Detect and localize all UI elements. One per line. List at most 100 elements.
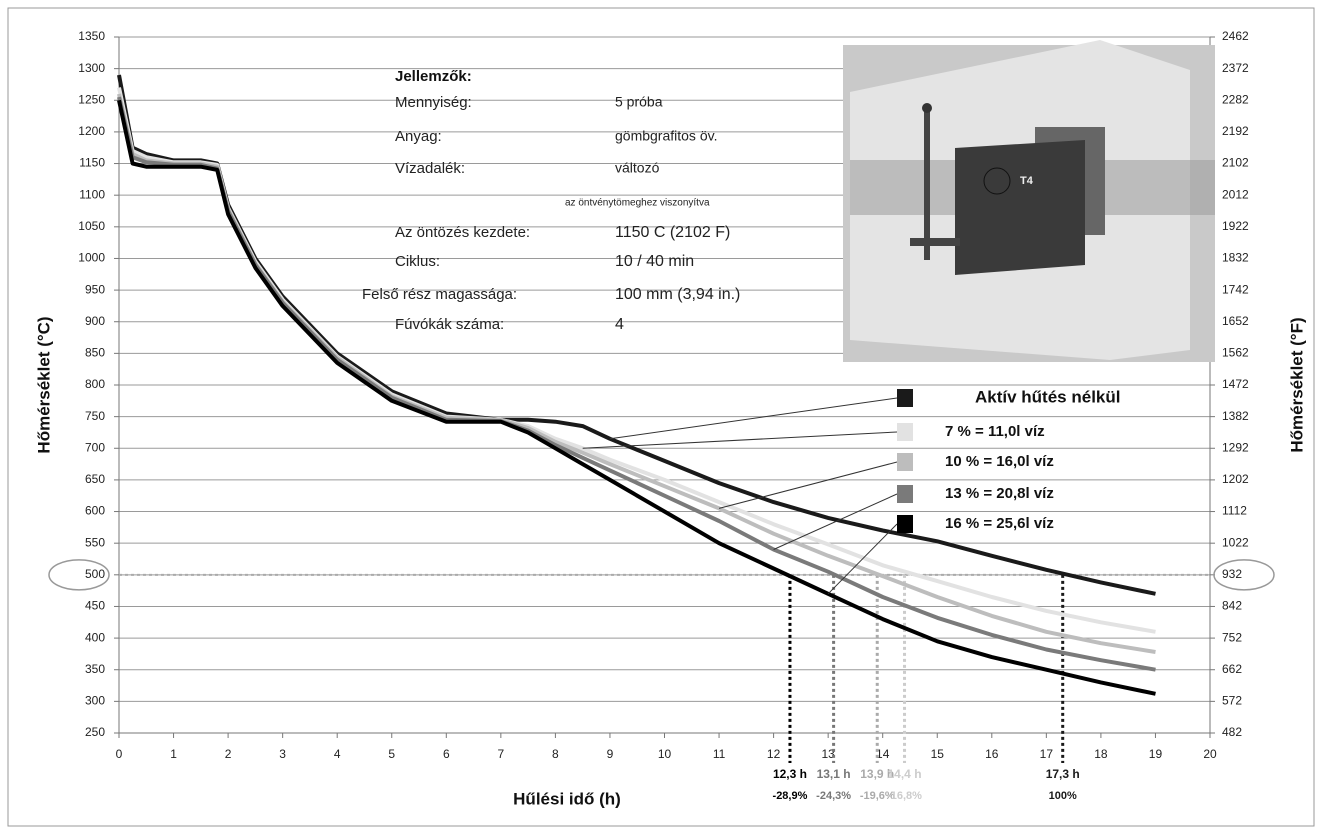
y2-tick-label: 662	[1222, 662, 1242, 676]
y2-tick-label: 752	[1222, 630, 1242, 644]
y2-axis-title: Hőmérséklet (°F)	[1287, 317, 1306, 452]
x-tick-label: 10	[658, 747, 672, 761]
y-tick-label: 600	[85, 504, 105, 518]
legend-label: 13 % = 20,8l víz	[945, 485, 1054, 502]
x-tick-label: 4	[334, 747, 341, 761]
y-tick-label: 1300	[78, 61, 105, 75]
marker-sublabel: -16,8%	[887, 790, 922, 802]
y-tick-label: 650	[85, 472, 105, 486]
model-image: T4	[843, 40, 1215, 362]
x-tick-label: 8	[552, 747, 559, 761]
y2-tick-label: 2282	[1222, 92, 1249, 106]
sprue	[924, 110, 930, 260]
y2-tick-label: 1022	[1222, 535, 1249, 549]
y2-tick-label: 2462	[1222, 29, 1249, 43]
y2-tick-label: 1652	[1222, 314, 1249, 328]
spec-value: 10 / 40 min	[615, 253, 694, 270]
spec-note: az öntvénytömeghez viszonyítva	[565, 198, 710, 209]
y-tick-label: 900	[85, 314, 105, 328]
x-tick-label: 5	[388, 747, 395, 761]
y2-tick-label: 842	[1222, 599, 1242, 613]
y2-tick-label: 932	[1222, 567, 1242, 581]
legend-label: 7 % = 11,0l víz	[945, 423, 1045, 440]
image-label: T4	[1020, 175, 1034, 187]
y-tick-label: 1200	[78, 124, 105, 138]
marker-sublabel: -28,9%	[773, 790, 808, 802]
plate	[955, 140, 1085, 275]
marker-sublabel: 100%	[1049, 790, 1077, 802]
spec-label: Felső rész magassága:	[362, 286, 517, 303]
y-tick-label: 1150	[79, 156, 105, 170]
runner	[910, 238, 960, 246]
marker-label: 17,3 h	[1046, 767, 1080, 781]
y-tick-label: 750	[85, 409, 105, 423]
specs-heading: Jellemzők:	[395, 68, 472, 85]
y-tick-label: 800	[85, 377, 105, 391]
y2-tick-label: 1382	[1222, 409, 1249, 423]
y-axis-title: Hőmérséklet (°C)	[34, 316, 53, 453]
y-tick-label: 850	[85, 346, 105, 360]
y2-tick-label: 2012	[1222, 187, 1249, 201]
y-tick-label: 1100	[79, 187, 105, 201]
y2-tick-label: 1202	[1222, 472, 1249, 486]
legend-swatch	[897, 515, 913, 533]
x-tick-label: 17	[1040, 747, 1054, 761]
x-tick-label: 18	[1094, 747, 1108, 761]
spec-value: gömbgrafitos öv.	[615, 128, 717, 144]
sprue-top	[922, 103, 932, 113]
marker-label: 13,1 h	[817, 767, 851, 781]
y2-tick-label: 572	[1222, 694, 1242, 708]
x-tick-label: 6	[443, 747, 450, 761]
y-tick-label: 1350	[78, 29, 105, 43]
legend-label: 16 % = 25,6l víz	[945, 515, 1054, 532]
y2-tick-label: 1742	[1222, 282, 1249, 296]
y-tick-label: 450	[85, 599, 105, 613]
x-tick-label: 3	[279, 747, 286, 761]
y-tick-label: 500	[85, 567, 105, 581]
spec-value: változó	[615, 160, 660, 176]
x-tick-label: 11	[713, 747, 726, 761]
x-axis-title: Hűlési idő (h)	[513, 789, 621, 808]
y2-tick-label: 1112	[1222, 504, 1247, 518]
spec-value: 5 próba	[615, 94, 663, 110]
spec-label: Mennyiség:	[395, 94, 472, 111]
y2-tick-label: 1472	[1222, 377, 1249, 391]
spec-value: 100 mm (3,94 in.)	[615, 286, 740, 303]
legend-swatch	[897, 389, 913, 407]
y-tick-label: 950	[85, 282, 105, 296]
x-tick-label: 9	[607, 747, 614, 761]
legend-label: Aktív hűtés nélkül	[975, 387, 1120, 406]
y-tick-label: 300	[85, 694, 105, 708]
y2-tick-label: 1292	[1222, 440, 1249, 454]
y-tick-label: 1250	[78, 92, 105, 106]
legend-swatch	[897, 485, 913, 503]
y2-tick-label: 2192	[1222, 124, 1249, 138]
marker-label: 14,4 h	[888, 767, 922, 781]
y-tick-label: 250	[85, 725, 105, 739]
spec-label: Anyag:	[395, 128, 442, 145]
x-tick-label: 2	[225, 747, 232, 761]
x-tick-label: 7	[498, 747, 505, 761]
spec-value: 4	[615, 316, 624, 333]
spec-label: Ciklus:	[395, 253, 440, 270]
y-tick-label: 1000	[78, 251, 105, 265]
y-tick-label: 1050	[78, 219, 105, 233]
x-tick-label: 19	[1149, 747, 1163, 761]
x-tick-label: 1	[170, 747, 177, 761]
spec-label: Vízadalék:	[395, 160, 465, 177]
y-tick-label: 400	[85, 630, 105, 644]
marker-sublabel: -24,3%	[816, 790, 851, 802]
x-tick-label: 12	[767, 747, 781, 761]
legend-swatch	[897, 453, 913, 471]
marker-label: 12,3 h	[773, 767, 807, 781]
y2-tick-label: 1562	[1222, 346, 1249, 360]
legend-swatch	[897, 423, 913, 441]
x-tick-label: 16	[985, 747, 999, 761]
y-tick-label: 550	[85, 535, 105, 549]
x-tick-label: 15	[931, 747, 945, 761]
y2-tick-label: 482	[1222, 725, 1242, 739]
x-tick-label: 0	[116, 747, 123, 761]
spec-label: Fúvókák száma:	[395, 316, 504, 333]
chart: 2503003504004505005506006507007508008509…	[0, 0, 1322, 834]
y2-tick-label: 2102	[1222, 156, 1249, 170]
